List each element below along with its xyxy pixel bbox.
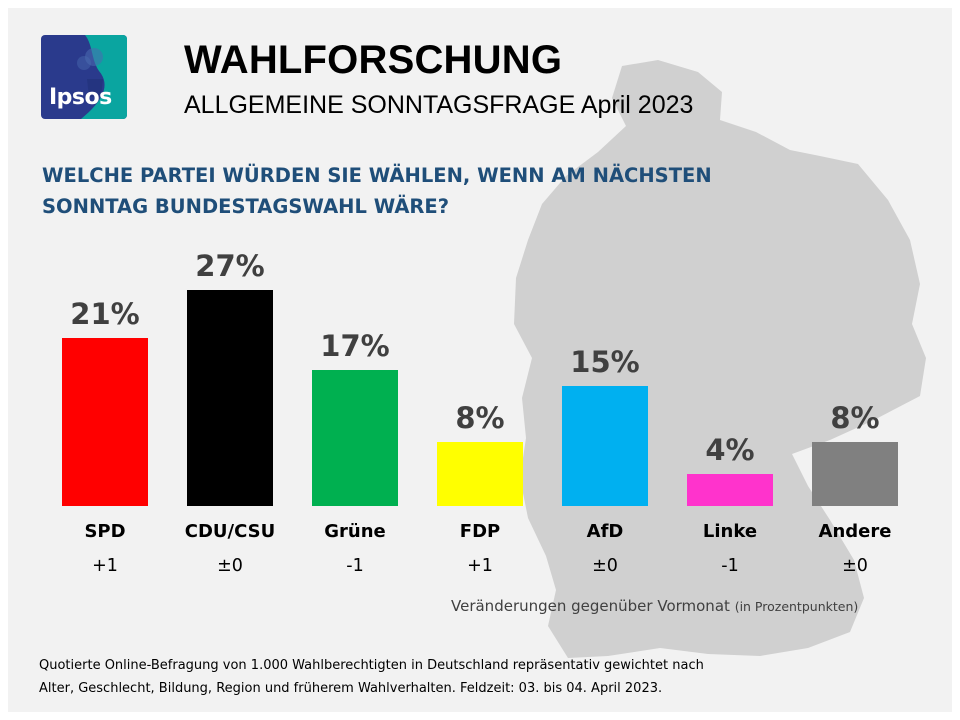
value-label-linke: 4% [705,433,754,467]
footnote-line-1: Quotierte Online-Befragung von 1.000 Wah… [39,658,704,673]
change-label-afd: ±0 [592,556,618,576]
bar-chart: 21% SPD +1 27% CDU/CSU ±0 17% Grüne -1 8% FDP +1 15%… [62,249,898,576]
change-label-grüne: -1 [346,556,363,576]
change-label-andere: ±0 [842,556,868,576]
footnote-line-2: Alter, Geschlecht, Bildung, Region und f… [39,681,663,696]
change-label-spd: +1 [92,556,118,576]
category-label-linke: Linke [703,521,757,542]
category-label-andere: Andere [819,521,892,542]
logo-text: Ipsos [49,85,112,110]
value-label-afd: 15% [570,345,639,379]
question-line-2: SONNTAG BUNDESTAGSWAHL WÄRE? [42,195,450,218]
bar-cdu-csu [187,290,273,506]
category-label-afd: AfD [587,521,624,542]
page-subtitle: ALLGEMEINE SONNTAGSFRAGE April 2023 [184,91,694,119]
bar-afd [562,386,648,506]
bar-linke [687,474,773,506]
change-note-unit: (in Prozentpunkten) [734,599,859,614]
ipsos-logo: Ipsos [41,35,127,119]
page-title: WAHLFORSCHUNG [184,38,563,82]
value-label-fdp: 8% [455,401,504,435]
change-label-linke: -1 [721,556,738,576]
germany-map-shape [514,60,926,658]
germany-map-background [514,60,926,658]
category-label-spd: SPD [84,521,125,542]
category-label-cdu-csu: CDU/CSU [185,521,275,542]
slide: Ipsos WAHLFORSCHUNG ALLGEMEINE SONNTAGSF… [8,8,952,712]
question-line-1: WELCHE PARTEI WÜRDEN SIE WÄHLEN, WENN AM… [42,164,712,187]
bar-grüne [312,370,398,506]
change-label-fdp: +1 [467,556,493,576]
bar-spd [62,338,148,506]
value-label-spd: 21% [70,297,139,331]
bar-fdp [437,442,523,506]
value-label-andere: 8% [830,401,879,435]
category-label-fdp: FDP [460,521,500,542]
change-note-text: Veränderungen gegenüber Vormonat [451,597,730,615]
ipsos-logo-graphic [41,35,127,119]
category-label-grüne: Grüne [324,521,386,542]
value-label-cdu-csu: 27% [195,249,264,283]
value-label-grüne: 17% [320,329,389,363]
change-label-cdu-csu: ±0 [217,556,243,576]
change-note: Veränderungen gegenüber Vormonat (in Pro… [451,597,858,615]
bar-andere [812,442,898,506]
